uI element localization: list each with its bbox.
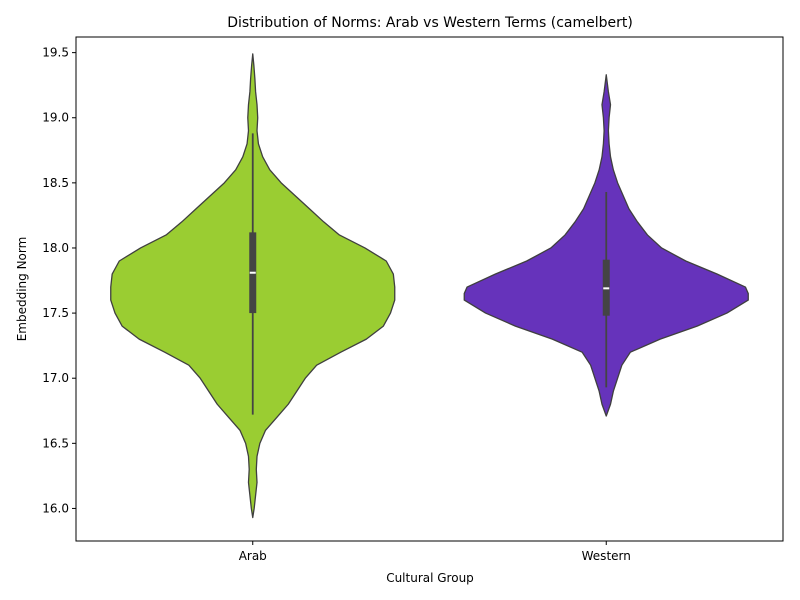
- y-axis-label: Embedding Norm: [15, 237, 29, 342]
- y-tick-label: 16.5: [42, 436, 69, 450]
- y-tick-label: 16.0: [42, 501, 69, 515]
- chart-title: Distribution of Norms: Arab vs Western T…: [227, 15, 633, 31]
- x-tick-label: Arab: [239, 549, 267, 563]
- plot-frame: [75, 36, 784, 542]
- x-axis: Arab Western: [239, 541, 631, 563]
- y-tick-label: 17.5: [42, 306, 69, 320]
- x-tick-label: Western: [582, 549, 631, 563]
- plot-area: [110, 53, 749, 519]
- x-axis-label: Cultural Group: [386, 571, 474, 585]
- y-tick-label: 19.0: [42, 111, 69, 125]
- y-tick-label: 18.0: [42, 241, 69, 255]
- y-tick-label: 18.5: [42, 176, 69, 190]
- y-tick-label: 17.0: [42, 371, 69, 385]
- y-axis: 16.0 16.5 17.0 17.5 18.0 18.5 19.0 19.5: [42, 46, 76, 515]
- y-tick-label: 19.5: [42, 46, 69, 60]
